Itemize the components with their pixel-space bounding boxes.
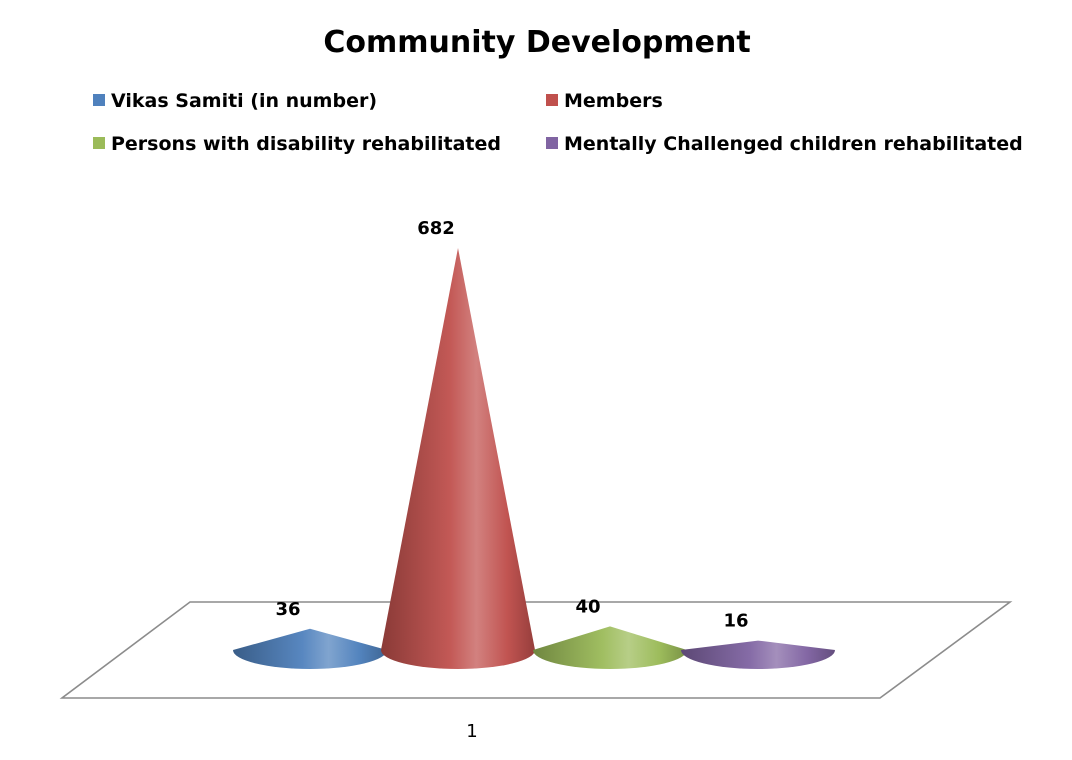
- cone-vikas-samiti-in-number: [233, 628, 387, 669]
- data-labels-group: 36 682 40 16: [275, 218, 748, 632]
- legend: Vikas Samiti (in number) Members Persons w…: [93, 90, 1023, 155]
- x-tick-label: 1: [466, 721, 477, 742]
- legend-label-persons-with-disability-rehabilitated: Persons with disability rehabilitated: [111, 133, 501, 155]
- data-label-mentally-challenged-children-rehabilitated: 16: [723, 611, 748, 632]
- legend-swatch-members: [546, 94, 558, 106]
- cone-mentally-challenged-children-rehabilitated: [681, 640, 835, 669]
- legend-swatch-vikas-samiti-in-number: [93, 94, 105, 106]
- chart-title: Community Development: [323, 25, 750, 60]
- data-label-members: 682: [417, 218, 455, 239]
- cones-group: [233, 248, 835, 669]
- legend-label-members: Members: [564, 90, 663, 112]
- legend-label-mentally-challenged-children-rehabilitated: Mentally Challenged children rehabilitat…: [564, 133, 1023, 155]
- cone-persons-with-disability-rehabilitated: [533, 626, 687, 669]
- legend-swatch-mentally-challenged-children-rehabilitated: [546, 137, 558, 149]
- legend-label-vikas-samiti-in-number: Vikas Samiti (in number): [111, 90, 377, 112]
- cone-members: [381, 248, 535, 669]
- data-label-vikas-samiti-in-number: 36: [275, 599, 300, 620]
- legend-swatch-persons-with-disability-rehabilitated: [93, 137, 105, 149]
- data-label-persons-with-disability-rehabilitated: 40: [575, 596, 600, 617]
